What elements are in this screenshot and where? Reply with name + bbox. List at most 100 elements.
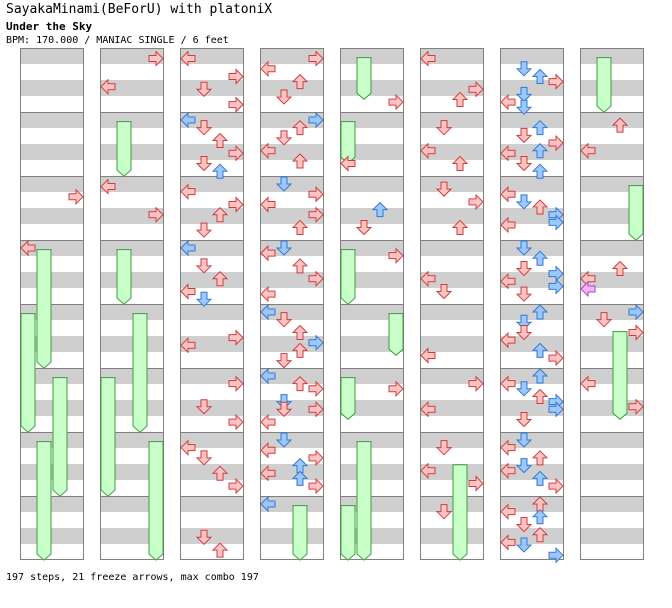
beat-band (580, 176, 644, 192)
chart-title: SayakaMinami(BeForU) with platoniX (6, 2, 273, 17)
beat-band (340, 368, 404, 384)
beat-band (100, 400, 164, 416)
beat-band (20, 464, 84, 480)
step-arrow-right (548, 401, 564, 418)
step-arrow-right (148, 206, 164, 223)
step-arrow-up (531, 509, 549, 525)
step-arrow-left (260, 465, 276, 482)
step-arrow-down (435, 181, 453, 197)
beat-band (260, 528, 324, 544)
step-arrow-down (195, 529, 213, 545)
step-arrow-down (515, 458, 533, 474)
beat-band (420, 80, 484, 96)
beat-band (340, 208, 404, 224)
beat-band (500, 368, 564, 384)
beat-band (100, 464, 164, 480)
step-arrow-down (515, 156, 533, 172)
step-arrow-left (260, 142, 276, 159)
step-arrow-left (260, 60, 276, 78)
beat-band (420, 432, 484, 448)
beat-band (500, 240, 564, 256)
step-arrow-down (515, 86, 533, 103)
freeze-arrow (612, 331, 628, 420)
step-arrow-right (308, 206, 324, 223)
beat-band (100, 208, 164, 224)
beat-band (260, 48, 324, 64)
beat-band (20, 304, 84, 320)
step-arrow-down (435, 120, 453, 136)
step-arrow-down (275, 176, 293, 192)
beat-band (100, 112, 164, 128)
beat-band (420, 240, 484, 256)
beat-band (260, 496, 324, 512)
beat-band (580, 48, 644, 64)
step-arrow-down (275, 312, 293, 328)
step-arrow-left (500, 216, 516, 234)
step-arrow-right (548, 546, 564, 564)
step-arrow-left (500, 331, 516, 349)
step-arrow-up (291, 153, 309, 169)
step-arrow-up (291, 219, 309, 236)
step-arrow-right (308, 477, 324, 495)
step-arrow-up (371, 201, 389, 218)
beat-band (580, 400, 644, 416)
step-arrow-down (275, 353, 293, 369)
beat-band (180, 176, 244, 192)
freeze-arrow (100, 377, 116, 497)
beat-band (340, 240, 404, 256)
step-arrow-left (500, 273, 516, 290)
beat-band (580, 496, 644, 512)
step-arrow-up (291, 324, 309, 340)
beat-band (500, 304, 564, 320)
freeze-arrow (36, 441, 52, 561)
beat-band (580, 80, 644, 96)
beat-band (180, 464, 244, 480)
beat-band (420, 496, 484, 512)
beat-band (260, 80, 324, 96)
beat-band (340, 80, 404, 96)
step-arrow-up (531, 342, 549, 358)
beat-band (580, 464, 644, 480)
beat-band (260, 336, 324, 352)
step-arrow-down (595, 312, 613, 328)
step-arrow-up (211, 465, 229, 481)
step-arrow-right (228, 96, 244, 113)
step-arrow-down (515, 537, 533, 553)
freeze-arrow (340, 377, 356, 420)
column-border (340, 48, 404, 560)
step-arrow-down (195, 222, 213, 238)
step-arrow-right (228, 196, 244, 213)
step-arrow-down (355, 220, 373, 236)
beat-band (180, 528, 244, 544)
step-arrow-left (260, 413, 276, 431)
step-arrow-right (548, 73, 564, 90)
step-arrow-left (420, 142, 436, 159)
step-arrow-up (611, 117, 629, 133)
step-arrow-right (468, 193, 484, 211)
step-arrow-down (515, 381, 533, 397)
column-border (580, 48, 644, 560)
step-arrow-up (451, 91, 469, 108)
step-arrow-right (388, 93, 404, 111)
column-border (260, 48, 324, 560)
step-arrow-up (291, 470, 309, 486)
step-arrow-down (515, 127, 533, 144)
beat-band (420, 368, 484, 384)
step-arrow-right (468, 475, 484, 492)
step-arrow-right (308, 380, 324, 398)
beat-band (340, 144, 404, 160)
step-arrow-down (195, 156, 213, 172)
beat-band (20, 432, 84, 448)
beat-band (100, 240, 164, 256)
beat-band (420, 464, 484, 480)
beat-band (180, 240, 244, 256)
beat-band (580, 208, 644, 224)
step-arrow-right (308, 449, 324, 467)
freeze-arrow (452, 464, 468, 561)
beat-band (420, 304, 484, 320)
step-arrow-up (211, 132, 229, 148)
beat-band (500, 272, 564, 288)
step-arrow-left (180, 183, 196, 200)
beat-band (20, 368, 84, 384)
beat-band (340, 176, 404, 192)
